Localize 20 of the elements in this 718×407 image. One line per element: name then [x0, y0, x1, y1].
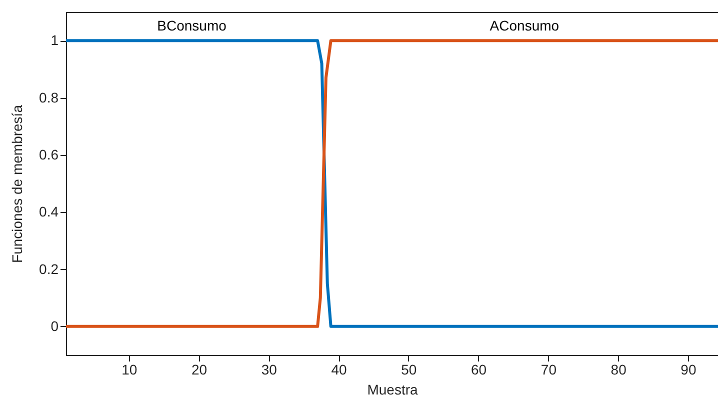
x-tick-label: 90: [680, 362, 696, 378]
x-axis-title: Muestra: [367, 382, 418, 398]
x-tick-label: 10: [122, 362, 138, 378]
y-tick-label: 0.4: [39, 204, 59, 220]
y-axis-title: Funciones de membresía: [9, 104, 26, 263]
y-tick-label: 0: [50, 318, 59, 334]
y-tick-label: 0.6: [39, 146, 59, 162]
y-tick-label: 1: [50, 32, 59, 48]
series-label: AConsumo: [490, 18, 560, 34]
x-tick-label: 50: [401, 362, 417, 378]
series-label: BConsumo: [157, 18, 227, 34]
x-tick-label: 60: [471, 362, 487, 378]
x-tick-label: 20: [191, 362, 208, 378]
x-tick-label: 80: [610, 362, 627, 378]
y-tick-label: 0.2: [39, 260, 59, 277]
x-tick-label: 70: [540, 362, 557, 378]
y-tick-label: 0.8: [39, 89, 59, 106]
x-tick-label: 40: [331, 362, 348, 378]
x-tick-label: 30: [261, 362, 278, 378]
line-series: [66, 39, 718, 328]
